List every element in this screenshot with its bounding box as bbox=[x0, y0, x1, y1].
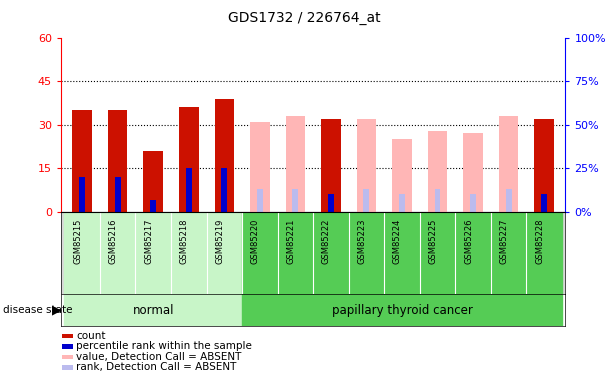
Bar bbox=[79, 177, 85, 212]
Bar bbox=[108, 110, 128, 212]
Bar bbox=[364, 189, 369, 212]
Text: value, Detection Call = ABSENT: value, Detection Call = ABSENT bbox=[76, 352, 241, 362]
Bar bbox=[470, 194, 476, 212]
Text: GSM85217: GSM85217 bbox=[144, 219, 153, 264]
Bar bbox=[215, 99, 234, 212]
Bar bbox=[286, 116, 305, 212]
Bar bbox=[321, 119, 340, 212]
Text: GSM85221: GSM85221 bbox=[286, 219, 295, 264]
Bar bbox=[242, 212, 562, 294]
Text: rank, Detection Call = ABSENT: rank, Detection Call = ABSENT bbox=[76, 362, 237, 372]
Text: GSM85225: GSM85225 bbox=[429, 219, 438, 264]
Bar bbox=[186, 168, 192, 212]
Text: ▶: ▶ bbox=[52, 304, 61, 317]
Text: normal: normal bbox=[133, 304, 174, 317]
Text: disease state: disease state bbox=[3, 305, 72, 315]
Bar bbox=[143, 151, 163, 212]
Text: GSM85219: GSM85219 bbox=[215, 219, 224, 264]
Text: GSM85223: GSM85223 bbox=[358, 219, 367, 264]
Bar bbox=[463, 134, 483, 212]
Bar bbox=[428, 130, 447, 212]
Bar bbox=[72, 110, 92, 212]
Bar bbox=[179, 107, 198, 212]
Bar bbox=[328, 194, 334, 212]
Text: GSM85220: GSM85220 bbox=[251, 219, 260, 264]
Text: GSM85228: GSM85228 bbox=[535, 219, 544, 264]
Bar bbox=[242, 294, 562, 326]
Bar bbox=[499, 116, 519, 212]
Bar bbox=[541, 194, 547, 212]
Text: GSM85222: GSM85222 bbox=[322, 219, 331, 264]
Text: GDS1732 / 226764_at: GDS1732 / 226764_at bbox=[227, 11, 381, 25]
Bar bbox=[506, 189, 511, 212]
Text: GSM85215: GSM85215 bbox=[73, 219, 82, 264]
Text: papillary thyroid cancer: papillary thyroid cancer bbox=[331, 304, 472, 317]
Text: GSM85216: GSM85216 bbox=[109, 219, 118, 264]
Bar bbox=[357, 119, 376, 212]
Bar bbox=[64, 294, 242, 326]
Bar bbox=[221, 168, 227, 212]
Bar bbox=[257, 189, 263, 212]
Bar bbox=[292, 189, 299, 212]
Text: count: count bbox=[76, 331, 106, 340]
Text: GSM85226: GSM85226 bbox=[464, 219, 473, 264]
Bar bbox=[250, 122, 269, 212]
Text: GSM85227: GSM85227 bbox=[500, 219, 508, 264]
Text: GSM85218: GSM85218 bbox=[180, 219, 188, 264]
Bar bbox=[64, 212, 242, 294]
Bar bbox=[150, 200, 156, 212]
Bar bbox=[435, 189, 440, 212]
Bar bbox=[392, 139, 412, 212]
Bar bbox=[534, 119, 554, 212]
Bar bbox=[399, 194, 405, 212]
Text: GSM85224: GSM85224 bbox=[393, 219, 402, 264]
Bar bbox=[115, 177, 120, 212]
Text: percentile rank within the sample: percentile rank within the sample bbox=[76, 341, 252, 351]
